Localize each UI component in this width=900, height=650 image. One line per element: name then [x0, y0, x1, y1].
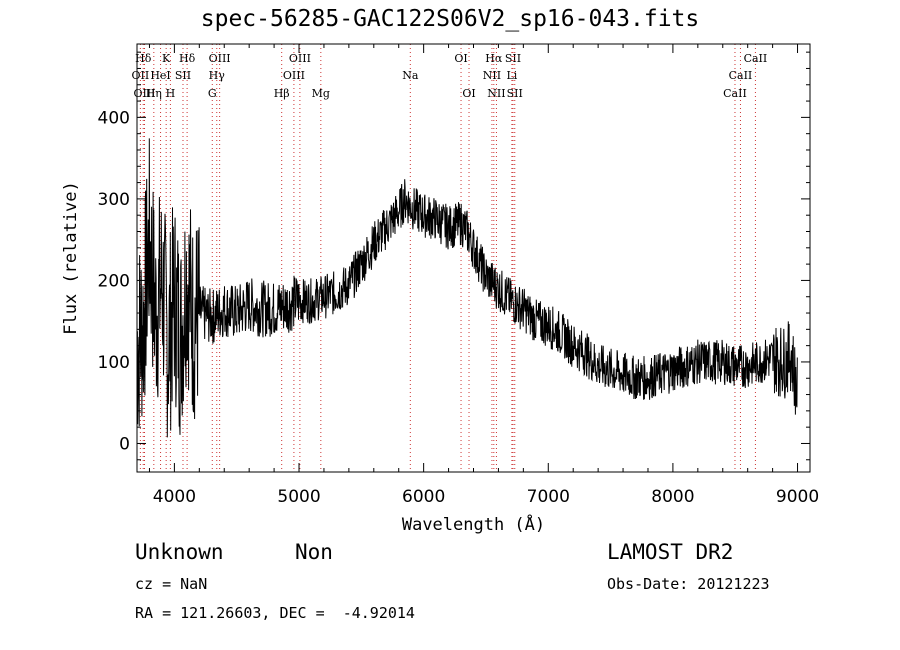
- plot-frame: [136, 43, 811, 473]
- marker-label: HeI: [150, 69, 170, 82]
- x-tick-label: 5000: [277, 487, 320, 507]
- x-tick-label: 8000: [651, 487, 694, 507]
- marker-label: OI: [462, 87, 475, 100]
- marker-label: Hη: [146, 87, 162, 100]
- marker-label: OIII: [133, 87, 155, 100]
- x-axis-label: Wavelength (Å): [402, 513, 545, 535]
- y-tick-label: 100: [98, 353, 130, 373]
- marker-label: OIII: [289, 52, 311, 65]
- x-tick-label: 6000: [402, 487, 445, 507]
- marker-label: NII: [487, 87, 505, 100]
- marker-label: Hβ: [274, 87, 290, 100]
- marker-label: SII: [505, 52, 521, 65]
- x-tick-label: 4000: [153, 487, 196, 507]
- marker-label: SII: [507, 87, 523, 100]
- marker-label: H: [166, 87, 176, 100]
- marker-label: Li: [506, 69, 517, 82]
- marker-label: G: [208, 87, 217, 100]
- spectrum-line: [136, 138, 798, 438]
- marker-label: OIII: [209, 52, 231, 65]
- x-tick-label: 7000: [527, 487, 570, 507]
- marker-label: CaII: [723, 87, 747, 100]
- x-tick-label: 9000: [776, 487, 819, 507]
- marker-label: OI: [454, 52, 467, 65]
- marker-label: SII: [175, 69, 191, 82]
- object-class: Unknown: [135, 540, 224, 564]
- marker-label: Na: [402, 69, 419, 82]
- marker-label: K: [162, 52, 171, 65]
- marker-label: NII: [483, 69, 501, 82]
- marker-label: OIII: [283, 69, 305, 82]
- y-axis-label: Flux (relative): [61, 181, 81, 335]
- marker-label: Hγ: [209, 69, 226, 82]
- marker-label: OII: [132, 69, 150, 82]
- marker-label: Mg: [312, 87, 330, 100]
- redshift-label: cz = NaN: [135, 575, 208, 593]
- marker-label: CaII: [744, 52, 768, 65]
- marker-label: Hα: [485, 52, 503, 65]
- object-subclass: Non: [295, 540, 333, 564]
- y-tick-label: 200: [98, 271, 130, 291]
- survey-name: LAMOST DR2: [607, 540, 734, 564]
- marker-label: CaII: [729, 69, 753, 82]
- coordinates-label: RA = 121.26603, DEC = -4.92014: [135, 604, 415, 622]
- y-tick-label: 300: [98, 190, 130, 210]
- obs-date-label: Obs-Date: 20121223: [607, 575, 770, 593]
- y-tick-label: 400: [98, 108, 130, 128]
- marker-label: Hδ: [179, 52, 196, 65]
- marker-label: Hδ: [135, 52, 152, 65]
- y-tick-label: 0: [119, 434, 130, 454]
- chart-title: spec-56285-GAC122S06V2_sp16-043.fits: [200, 6, 700, 32]
